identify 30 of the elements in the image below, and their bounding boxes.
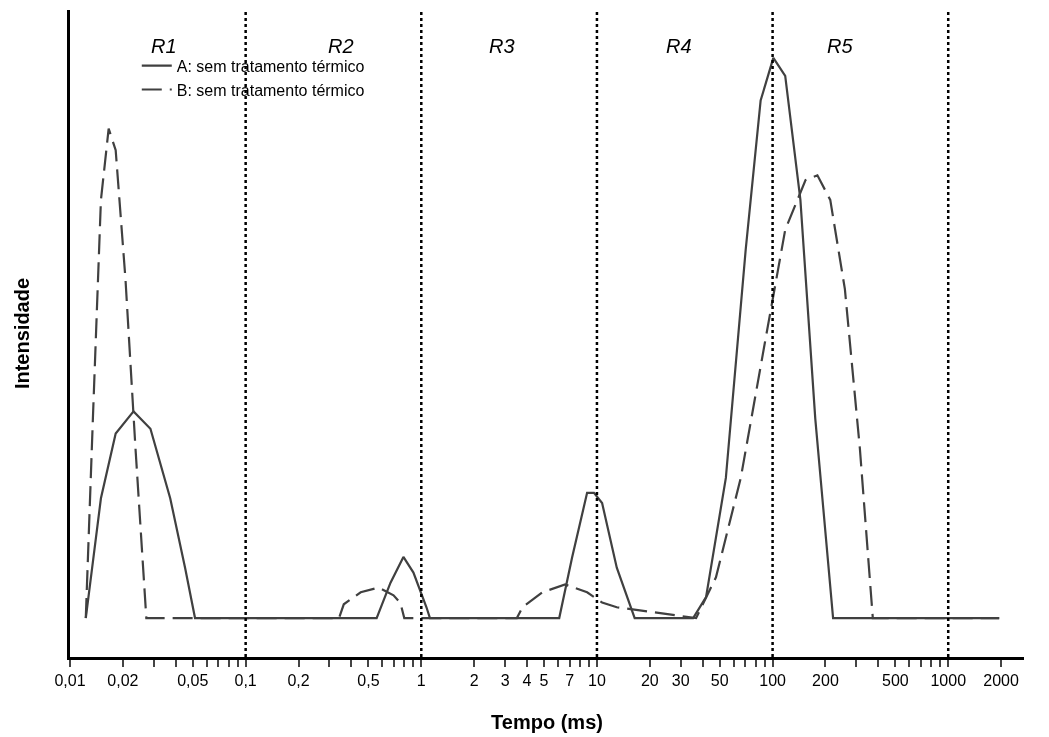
x-tick-label: 0,1	[234, 671, 257, 689]
annotation: R2	[328, 35, 354, 57]
x-tick-label: 200	[812, 671, 839, 689]
x-tick-label: 20	[640, 671, 659, 689]
x-tick-label: 2000	[983, 671, 1020, 689]
x-tick-label: 4	[522, 671, 532, 689]
x-tick-label: 0,05	[177, 671, 209, 689]
x-tick-label: 50	[710, 671, 729, 689]
x-tick-label: 3	[500, 671, 510, 689]
legend-label: B: sem tratamento térmico	[176, 81, 365, 99]
x-tick-label: 500	[882, 671, 909, 689]
x-tick-label: 100	[759, 671, 787, 689]
legend-label: A: sem tratamento térmico	[176, 57, 365, 75]
annotation: R4	[666, 35, 692, 57]
x-tick-label: 0,2	[287, 671, 310, 689]
y-axis-title: Intensidade	[10, 277, 33, 390]
x-tick-label: 0,5	[357, 671, 380, 689]
x-tick-label: 2	[469, 671, 479, 689]
x-tick-label: 1	[416, 671, 426, 689]
x-tick-label: 10	[588, 671, 606, 689]
annotation: R3	[489, 35, 515, 57]
x-tick-label: 0,01	[54, 671, 86, 689]
x-axis-title: Tempo (ms)	[491, 710, 603, 733]
x-tick-label: 1000	[930, 671, 967, 689]
x-tick-label: 7	[565, 671, 575, 689]
annotation: R5	[827, 35, 854, 57]
x-tick-label: 5	[539, 671, 549, 689]
x-tick-label: 0,02	[107, 671, 139, 689]
annotation: R1	[151, 35, 177, 57]
x-tick-label: 30	[671, 671, 690, 689]
